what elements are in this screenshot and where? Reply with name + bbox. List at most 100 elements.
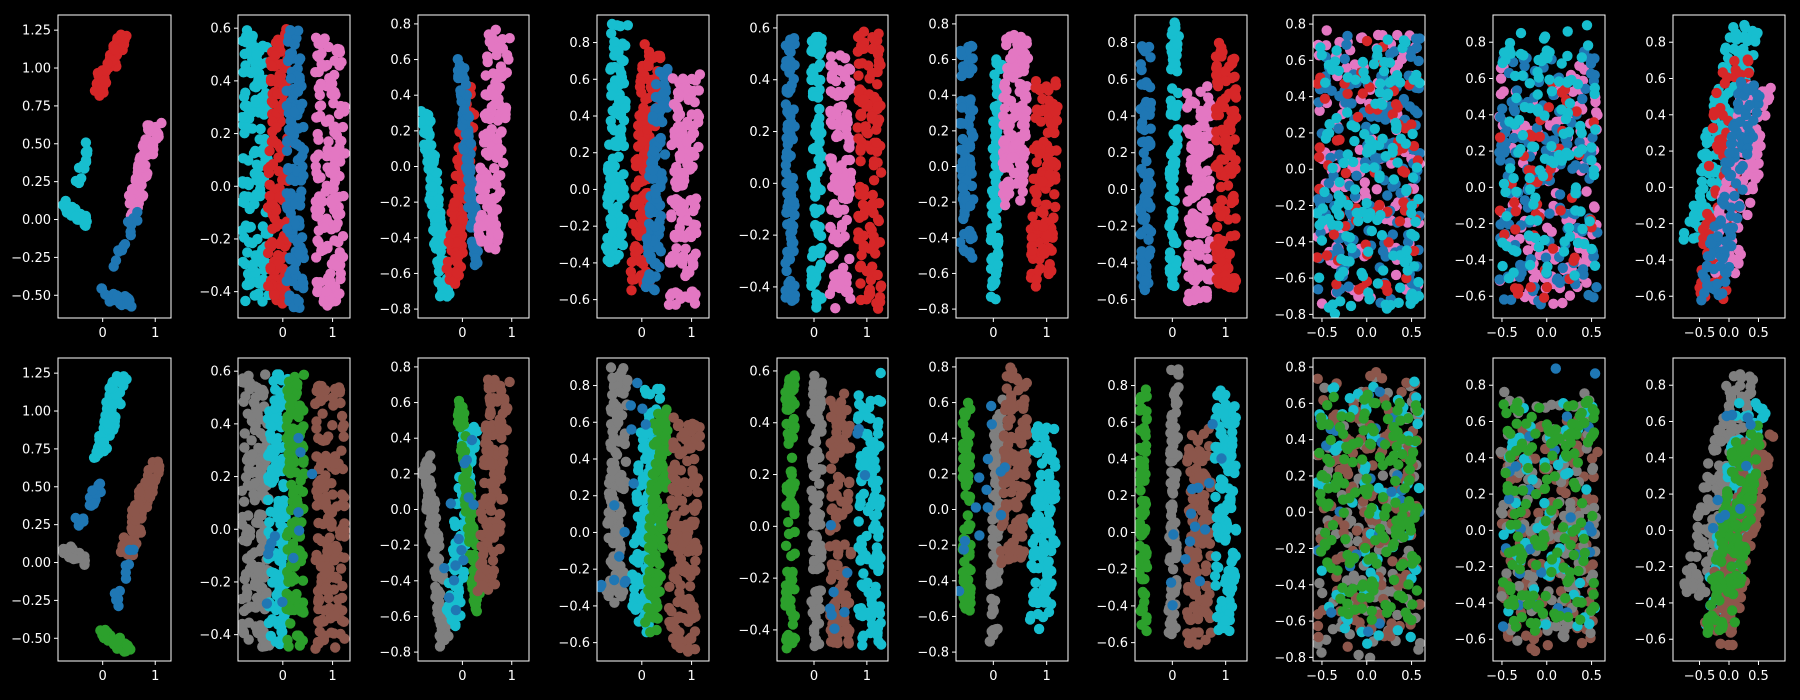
data-point-cyan [1359,162,1371,174]
data-point-pink [689,201,701,212]
data-point-pink [476,209,487,221]
data-point-cyan [1530,232,1541,244]
data-point-cyan [1376,230,1388,241]
subplot-r0-c0: −0.50−0.250.000.250.500.751.001.250 1 [11,14,172,341]
data-point-cyan [618,183,629,195]
data-point-cyan [1342,72,1354,83]
y-tick-label: 0.00 [22,213,51,228]
data-point-cyan [1504,116,1515,127]
data-point-cyan [1165,172,1176,183]
data-point-brown [126,523,137,534]
data-point-pink [1183,271,1194,282]
data-point-pink [318,222,330,233]
data-point-red [872,214,884,225]
data-point-pink [1182,88,1193,99]
data-point-red [92,67,104,79]
data-point-red [1364,82,1375,93]
y-tick-label: 0.8 [1107,36,1128,51]
data-point-red [1357,88,1369,99]
data-point-blue [1734,201,1745,212]
data-point-blue [465,138,477,149]
data-point-blue [961,174,972,186]
data-point-blue [285,115,297,126]
data-point-red [1215,255,1227,267]
data-point-pink [836,160,847,171]
data-point-red [1547,243,1559,254]
data-point-cyan [108,399,119,411]
data-point-red [1314,142,1325,153]
data-point-cyan [813,154,824,166]
data-point-cyan [1563,222,1575,233]
data-point-red [1215,210,1226,221]
data-point-blue [1751,107,1762,118]
data-point-cyan [1164,253,1176,264]
data-point-blue [789,280,800,291]
data-point-red [102,58,113,69]
data-point-blue [125,230,136,241]
data-point-blue [1737,184,1748,195]
scatter-points [418,24,515,302]
data-point-blue [1413,55,1424,67]
y-tick-label: 0.0 [210,180,231,195]
data-point-red [1538,292,1550,303]
data-point-red [451,237,462,248]
data-point-blue [1737,160,1748,172]
data-point-blue [1712,231,1723,242]
data-point-red [265,161,276,172]
data-point-red [1224,150,1236,161]
data-point-pink [141,170,152,182]
x-tick-label: 0 [1168,326,1176,341]
data-point-cyan [618,55,629,67]
data-point-cyan [813,244,825,255]
data-point-red [642,124,653,135]
data-point-pink [675,206,687,218]
axes-frame [596,14,710,319]
data-point-blue [281,136,293,147]
data-point-cyan [1582,40,1594,51]
data-point-red [443,236,454,248]
data-point-red [872,49,884,60]
data-point-pink [843,141,854,152]
data-point-cyan [254,170,265,182]
data-point-blue [659,79,670,90]
data-point-cyan [1508,173,1519,184]
data-point-red [867,189,878,201]
y-tick-label: 0.6 [1285,54,1306,69]
data-point-cyan [1320,133,1332,144]
y-tick-label: 0.4 [928,89,949,104]
data-point-cyan [1368,58,1380,70]
data-point-cyan [604,246,615,257]
data-point-pink [493,229,504,240]
data-point-pink [1591,107,1602,118]
data-point-blue [957,182,968,194]
data-point-pink [1018,169,1029,180]
y-tick-label: −0.4 [1454,253,1486,268]
data-point-blue [1139,275,1150,287]
data-point-cyan [1577,223,1588,235]
data-point-blue [1557,262,1569,274]
data-point-cyan [1343,199,1354,211]
data-point-blue [1333,123,1344,134]
data-point-cyan [1564,98,1576,109]
data-point-cyan [1324,119,1335,130]
data-point-blue [967,53,978,64]
data-point-cyan [1372,214,1383,226]
data-point-blue [112,290,123,302]
data-point-cyan [423,109,434,121]
data-point-blue [1144,167,1155,179]
data-point-blue [655,132,666,144]
data-point-cyan [1361,198,1372,209]
data-point-blue [470,253,481,264]
data-point-cyan [1562,50,1573,62]
data-point-red [1050,80,1062,91]
data-point-blue [1725,169,1737,181]
data-point-blue [967,131,979,142]
data-point-blue [782,106,793,117]
data-point-cyan [993,250,1004,261]
data-point-cyan [1373,140,1385,151]
data-point-cyan [1351,207,1363,219]
data-point-cyan [614,109,625,121]
data-point-blue [965,94,976,105]
data-point-red [1026,232,1038,243]
data-point-cyan [1511,186,1522,197]
